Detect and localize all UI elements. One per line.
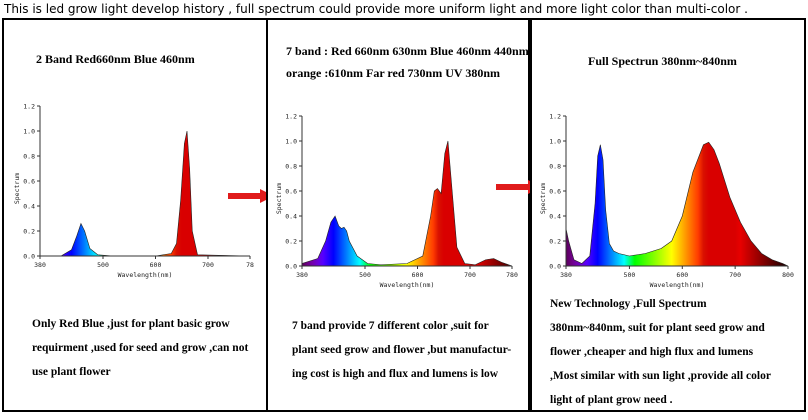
x-tick-label: 600 [412, 271, 424, 279]
y-tick-label: 0.6 [285, 188, 297, 196]
panel-title: 7 band : Red 660nm 630nm Blue 460nm 440n… [286, 40, 529, 84]
x-axis-label: Wavelength(nm) [118, 271, 173, 279]
panel-title-line: 2 Band Red660nm Blue 460nm [36, 52, 195, 66]
y-tick-label: 0.6 [549, 188, 561, 196]
spectrum-series-area [40, 130, 251, 257]
y-tick-label: 0.4 [285, 213, 297, 221]
description-line: flower ,cheaper and high flux and lumens [550, 346, 754, 358]
panel-description: Only Red Blue ,just for plant basic grow… [32, 312, 268, 384]
x-axis-label: Wavelength(nm) [380, 281, 435, 289]
y-tick-label: 0.0 [549, 263, 561, 271]
y-tick-label: 1.0 [285, 138, 297, 146]
x-tick-label: 800 [782, 271, 794, 279]
x-tick-label: 600 [150, 261, 162, 269]
y-axis-label: Spectrum [539, 183, 547, 214]
y-tick-label: 0.2 [23, 228, 35, 236]
panel-7-band: 7 band : Red 660nm 630nm Blue 460nm 440n… [266, 18, 530, 412]
description-line: ing cost is high and flux and lumens is … [292, 368, 499, 380]
panel-title: 2 Band Red660nm Blue 460nm [36, 48, 195, 70]
x-tick-label: 500 [97, 261, 109, 269]
x-tick-label: 600 [676, 271, 688, 279]
y-tick-label: 1.0 [23, 128, 35, 136]
page-caption: This is led grow light develop history ,… [4, 2, 748, 16]
y-tick-label: 0.8 [285, 163, 297, 171]
description-line: use plant flower [32, 366, 111, 378]
y-tick-label: 0.2 [285, 238, 297, 246]
y-tick-label: 1.2 [23, 103, 35, 111]
panel-title-line: orange :610nm Far red 730nm UV 380nm [286, 66, 500, 80]
x-tick-label: 780 [506, 271, 518, 279]
panel-full-spectrum: Full Spectrun 380nm~840nm 0.0 0.2 0.4 0.6 0.… [530, 18, 806, 412]
y-tick-label: 0.4 [23, 203, 35, 211]
y-tick-label: 1.0 [549, 138, 561, 146]
x-tick-label: 380 [560, 271, 572, 279]
x-tick-label: 380 [296, 271, 308, 279]
x-tick-label: 380 [34, 261, 46, 269]
description-line: plant seed grow and flower ,but manufact… [292, 344, 512, 356]
x-axis-label: Wavelength(nm) [650, 281, 705, 289]
y-tick-label: 0.0 [285, 263, 297, 271]
panel-title-line: 7 band : Red 660nm 630nm Blue 460nm 440n… [286, 44, 529, 58]
description-line: ,Most similar with sun light ,provide al… [550, 370, 771, 382]
x-tick-label: 500 [359, 271, 371, 279]
description-line: requirment ,used for seed and grow ,can … [32, 342, 249, 354]
panel-title: Full Spectrun 380nm~840nm [588, 50, 737, 72]
y-tick-label: 0.0 [23, 253, 35, 261]
y-tick-label: 0.8 [23, 153, 35, 161]
y-tick-label: 1.2 [549, 113, 561, 121]
panel-description: 7 band provide 7 different color ,suit f… [292, 314, 528, 386]
y-tick-label: 1.2 [285, 113, 297, 121]
panel-title-line: Full Spectrun 380nm~840nm [588, 54, 737, 68]
panel-2-band: 2 Band Red660nm Blue 460nm 0.0 0.2 0.4 0.6 0… [2, 18, 268, 412]
description-line: 380nm~840nm, suit for plant seed grow an… [550, 322, 765, 334]
spectrum-series-area [565, 141, 789, 267]
y-tick-label: 0.2 [549, 238, 561, 246]
x-tick-label: 700 [464, 271, 476, 279]
spectrum-chart-7-band: 0.0 0.2 0.4 0.6 0.8 1.0 1.2 380 500 600 700 780 Wave… [275, 113, 518, 290]
panel-description: New Technology ,Full Spectrum 380nm~840n… [550, 292, 800, 412]
description-line: 7 band provide 7 different color ,suit f… [292, 320, 489, 332]
x-tick-label: 78 [246, 261, 254, 269]
right-arrow-icon [228, 189, 274, 203]
y-tick-label: 0.8 [549, 163, 561, 171]
y-axis-label: Spectrum [275, 183, 283, 214]
y-tick-label: 0.4 [549, 213, 561, 221]
spectrum-chart-full: 0.0 0.2 0.4 0.6 0.8 1.0 1.2 380 500 600 700 800 Wave… [539, 113, 794, 290]
y-tick-label: 0.6 [23, 178, 35, 186]
description-line: New Technology ,Full Spectrum [550, 298, 707, 310]
y-axis-label: Spectrum [13, 173, 21, 204]
x-tick-label: 500 [624, 271, 636, 279]
description-line: Only Red Blue ,just for plant basic grow [32, 318, 230, 330]
spectrum-series-area [301, 140, 513, 267]
description-line: light of plant grow need . [550, 394, 673, 406]
spectrum-chart-2-band: 0.0 0.2 0.4 0.6 0.8 1.0 1.2 380 500 600 700 78 Wavel… [13, 103, 254, 280]
x-tick-label: 700 [202, 261, 214, 269]
x-tick-label: 700 [729, 271, 741, 279]
